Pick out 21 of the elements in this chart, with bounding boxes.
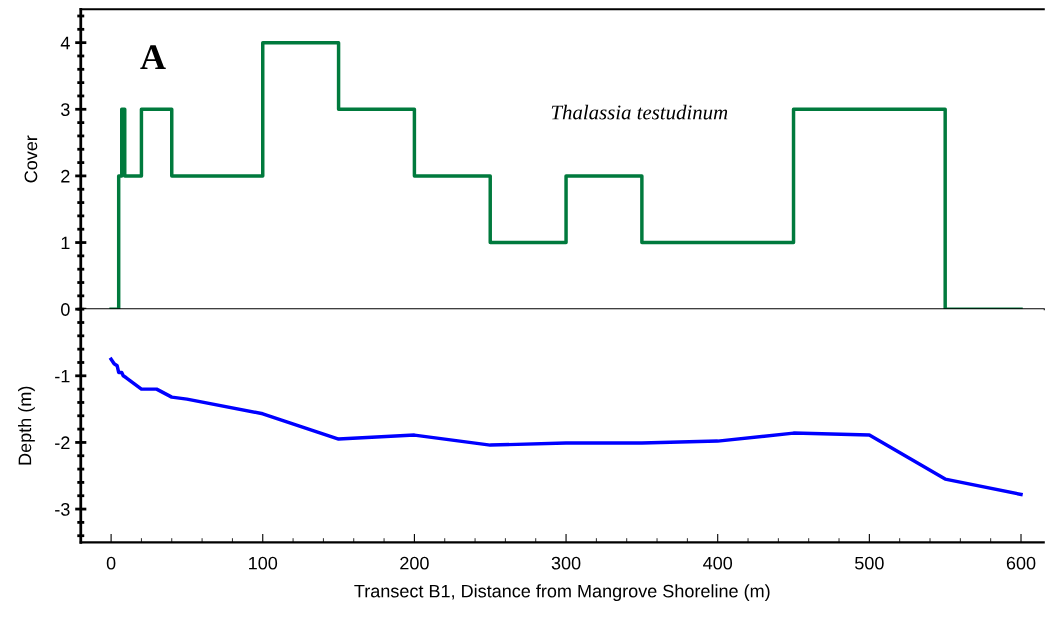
y-tick-label: 3	[61, 103, 70, 116]
text: Thalassia testudinum	[551, 104, 728, 120]
y-tick-label: -2	[55, 436, 70, 449]
x-tick-label: 400	[703, 556, 733, 570]
y-tick-label: 0	[61, 303, 70, 316]
line-series	[109, 357, 1023, 497]
y-axis-title: Cover	[24, 135, 38, 183]
x-axis-title: Transect B1, Distance from Mangrove Shoreline (m)	[354, 584, 770, 602]
x-tick-label: 500	[855, 556, 884, 570]
x-tick-label: 100	[249, 556, 278, 570]
y-tick-label: 4	[60, 36, 70, 50]
y-tick-label: 1	[61, 236, 70, 250]
y-axis-title: Depth (m)	[18, 386, 35, 465]
y-tick-label: 2	[61, 169, 70, 183]
x-tick-label: 0	[106, 556, 116, 570]
y-tick-label: -3	[55, 503, 70, 516]
x-tick-label: 200	[400, 556, 429, 570]
y-tick-label: -1	[55, 369, 70, 383]
x-tick-label: 600	[1006, 556, 1036, 570]
annotation: A	[140, 45, 166, 69]
x-tick-label: 300	[551, 556, 581, 570]
